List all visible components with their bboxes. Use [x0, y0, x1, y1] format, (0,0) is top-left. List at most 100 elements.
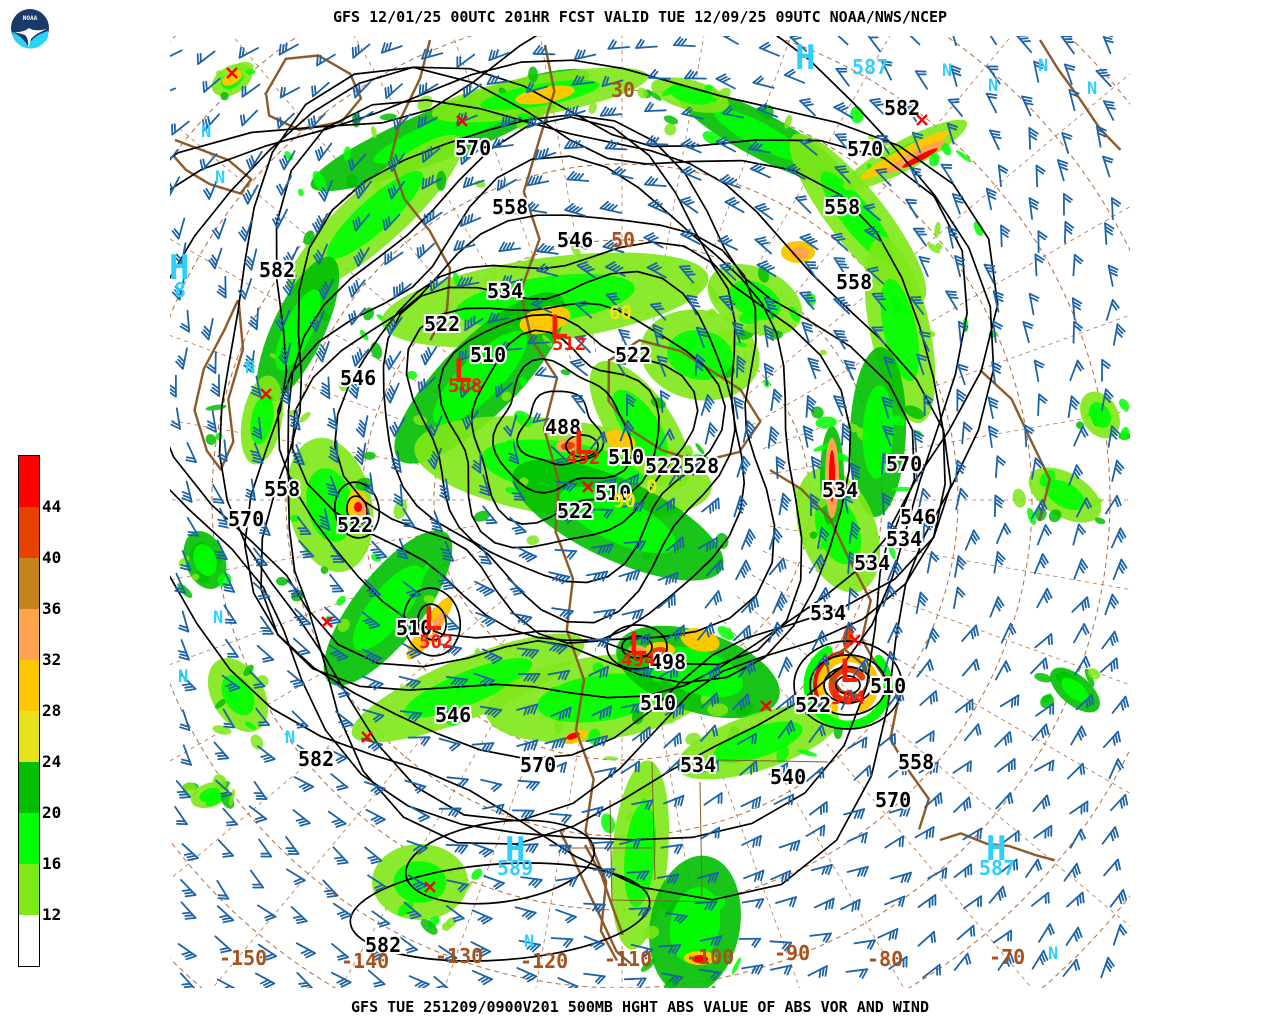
- height-contour-label: 522: [645, 454, 681, 478]
- colorbar-tick-label: 20: [42, 803, 62, 822]
- colorbar-tick-label: 24: [42, 752, 62, 771]
- height-contour-label: 510: [870, 674, 906, 698]
- height-contour-label: 546: [435, 703, 471, 727]
- height-contour-label: 582: [298, 747, 334, 771]
- high-marker: H: [505, 830, 525, 870]
- n-mark: N: [1048, 944, 1058, 964]
- colorbar-tick-label: 28: [42, 701, 62, 720]
- high-value: 587: [979, 856, 1015, 880]
- graticule-label: -70: [989, 945, 1025, 969]
- colorbar-tick-label: 32: [42, 650, 62, 669]
- n-mark: N: [524, 932, 534, 952]
- colorbar-segment: [19, 864, 39, 915]
- height-contour-label: 582: [365, 933, 401, 957]
- noaa-logo: NOAA: [11, 9, 49, 49]
- height-contour-label: 558: [824, 195, 860, 219]
- vort-max-layer: [226, 67, 928, 893]
- height-contour-label: 522: [795, 693, 831, 717]
- colorbar-segment: [19, 915, 39, 966]
- height-contour-label: 558: [836, 270, 872, 294]
- vorticity-colorbar-labels: 44 40 36 32 28 24 20 16 12: [42, 455, 82, 975]
- graticule-label: -80: [867, 947, 903, 971]
- graticule-label: -100: [686, 945, 734, 969]
- high-value: 8: [174, 278, 186, 302]
- colorbar-segment: [19, 762, 39, 813]
- height-contour-label: 570: [520, 753, 556, 777]
- colorbar-tick-label: 40: [42, 548, 62, 567]
- vort-max-x-mark: [582, 481, 594, 493]
- low-marker: L: [839, 652, 858, 690]
- n-mark: N: [1038, 56, 1048, 76]
- height-contour-label: 582: [259, 258, 295, 282]
- height-contour-label: 546: [900, 505, 936, 529]
- height-contour-label: 534: [822, 478, 858, 502]
- vort-max-x-mark: [424, 881, 436, 893]
- height-contour-label: 522: [557, 499, 593, 523]
- n-mark: N: [1087, 79, 1097, 99]
- colorbar-segment: [19, 558, 39, 609]
- noaa-logo-text: NOAA: [23, 15, 38, 22]
- height-contour-label: 498: [650, 650, 686, 674]
- graticule-label: 50: [611, 228, 635, 252]
- height-contour-label: 570: [228, 507, 264, 531]
- noaa-logo-sea: [12, 31, 48, 49]
- colorbar-segment: [19, 660, 39, 711]
- low-marker: L: [628, 625, 647, 663]
- graticule-label: -110: [604, 947, 652, 971]
- colorbar-tick-label: 16: [42, 854, 62, 873]
- height-contour-label: 522: [424, 312, 460, 336]
- vort-max-x-mark: [760, 700, 772, 712]
- graticule-label-yellow: 0: [646, 476, 657, 498]
- coastline-layer: [172, 39, 1122, 965]
- low-value: 508: [448, 375, 482, 397]
- n-mark: N: [988, 76, 998, 96]
- colorbar-tick-label: 36: [42, 599, 62, 618]
- height-contour-label: 570: [847, 137, 883, 161]
- chart-title: GFS 12/01/25 00UTC 201HR FCST VALID TUE …: [332, 8, 948, 26]
- n-mark: N: [178, 667, 188, 687]
- n-mark: N: [245, 358, 255, 378]
- n-mark: N: [213, 608, 223, 628]
- low-marker: L: [453, 352, 472, 390]
- low-value: 494: [621, 649, 655, 671]
- colorbar-segment: [19, 507, 39, 558]
- n-mark: N: [285, 728, 295, 748]
- low-marker: L: [573, 424, 592, 462]
- height-contour-label: 510: [470, 343, 506, 367]
- low-value: 502: [419, 631, 453, 653]
- colorbar-segment: [19, 609, 39, 660]
- high-value: 587: [852, 55, 888, 79]
- height-contour-label: 488: [545, 415, 581, 439]
- height-contour-label: 534: [487, 279, 523, 303]
- height-contour-label: 534: [854, 551, 890, 575]
- noaa-logo-bird: [13, 28, 47, 47]
- height-contour-label: 510: [640, 691, 676, 715]
- graticule-label-yellow: 90: [613, 490, 636, 512]
- low-value: 492: [566, 447, 600, 469]
- high-marker: H: [986, 829, 1006, 869]
- height-contour-label: 570: [886, 452, 922, 476]
- vort-max-x-mark: [916, 114, 928, 126]
- height-contour-label: 558: [264, 477, 300, 501]
- colorbar-segment: [19, 456, 39, 507]
- vort-max-x-mark: [456, 115, 468, 127]
- vort-max-x-mark: [849, 634, 861, 646]
- height-contour-label: 570: [455, 136, 491, 160]
- graticule-label: -140: [341, 949, 389, 973]
- graticule-label: 30: [611, 78, 635, 102]
- vorticity-colorbar: [18, 455, 40, 967]
- low-marker: L: [423, 600, 442, 638]
- height-contour-label: 534: [886, 527, 922, 551]
- height-contour-label: 528: [683, 454, 719, 478]
- height-contour-label: 570: [875, 788, 911, 812]
- colorbar-segment: [19, 813, 39, 864]
- height-contour-label: 510: [608, 445, 644, 469]
- vort-max-x-mark: [260, 388, 272, 400]
- colorbar-tick-label: 44: [42, 497, 62, 516]
- height-contour-label: 510: [595, 481, 631, 505]
- height-contour-label: 534: [680, 753, 716, 777]
- n-mark: N: [201, 122, 211, 142]
- n-mark: N: [942, 61, 952, 81]
